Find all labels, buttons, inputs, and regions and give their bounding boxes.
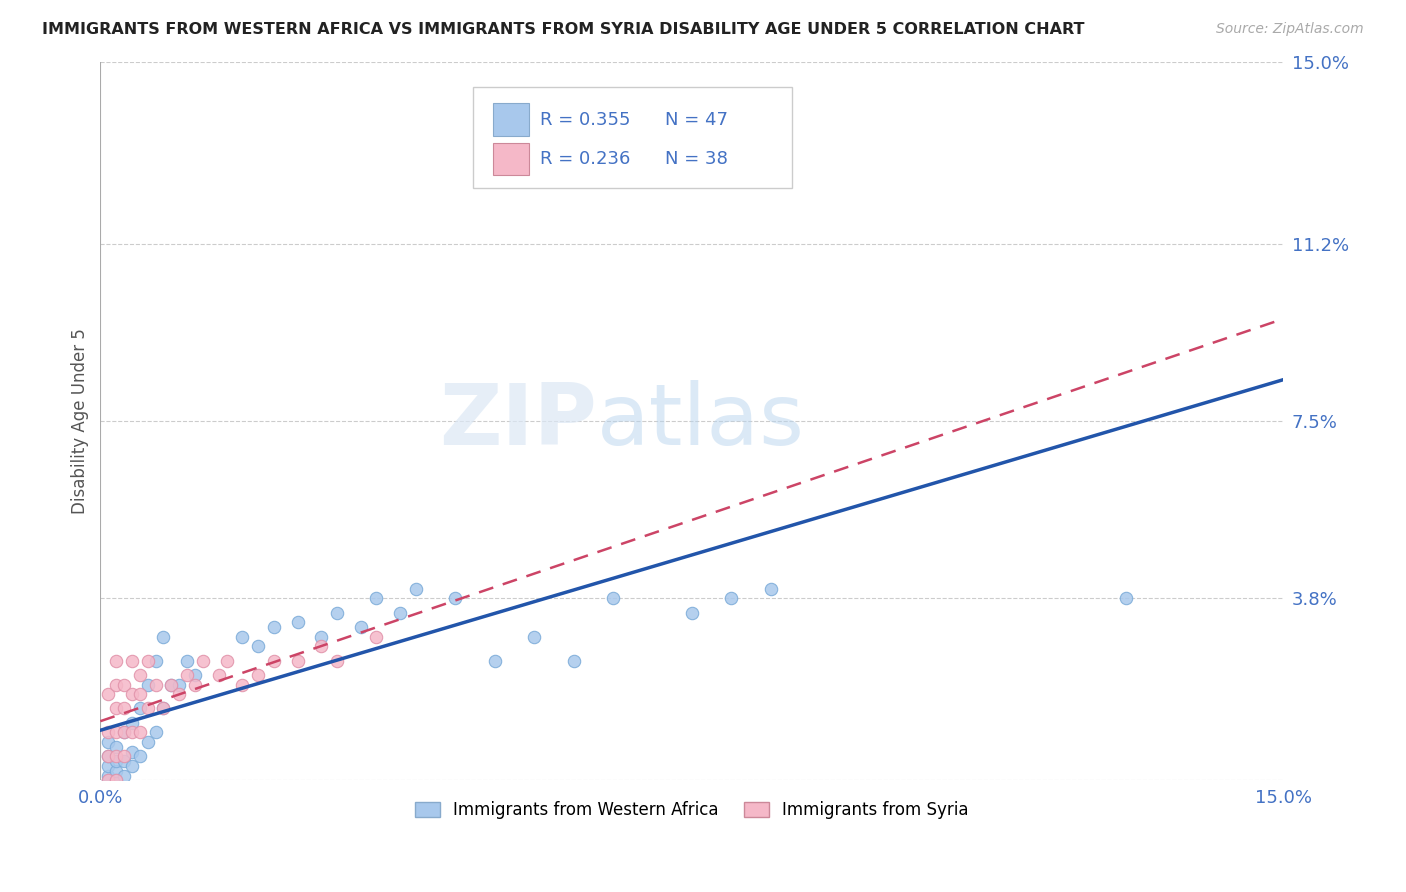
Point [263,654,285,668]
Point [349,620,371,634]
Point [121,687,143,701]
Point [128,687,150,701]
Point [136,654,159,668]
Point [405,582,427,596]
Point [326,606,349,620]
Point [112,677,135,691]
Y-axis label: Disability Age Under 5: Disability Age Under 5 [72,328,89,514]
Point [562,654,585,668]
Point [167,677,190,691]
Point [112,754,135,768]
Point [145,725,167,739]
Point [602,591,624,606]
Point [105,749,128,764]
Point [97,687,120,701]
Point [105,764,128,778]
FancyBboxPatch shape [472,87,793,188]
Point [112,701,135,715]
Text: R = 0.236: R = 0.236 [540,150,631,168]
Text: ZIP: ZIP [440,380,598,463]
Point [152,701,174,715]
Point [128,749,150,764]
Point [184,668,207,682]
Point [215,654,238,668]
Legend: Immigrants from Western Africa, Immigrants from Syria: Immigrants from Western Africa, Immigran… [408,795,976,826]
Text: IMMIGRANTS FROM WESTERN AFRICA VS IMMIGRANTS FROM SYRIA DISABILITY AGE UNDER 5 C: IMMIGRANTS FROM WESTERN AFRICA VS IMMIGR… [42,22,1084,37]
Text: N = 38: N = 38 [665,150,727,168]
Point [1115,591,1137,606]
Point [681,606,703,620]
Point [389,606,412,620]
Point [247,639,270,653]
Point [231,677,253,691]
Point [263,620,285,634]
Point [97,749,120,764]
Point [309,630,332,644]
Point [121,654,143,668]
Point [112,725,135,739]
Point [136,735,159,749]
Text: atlas: atlas [598,380,806,463]
Point [97,735,120,749]
Point [145,677,167,691]
Point [208,668,231,682]
Point [105,773,128,788]
Point [191,654,214,668]
Point [231,630,253,644]
Point [97,749,120,764]
FancyBboxPatch shape [494,143,529,175]
Point [97,768,120,782]
Point [97,773,120,788]
FancyBboxPatch shape [494,103,529,136]
Point [287,654,309,668]
Point [128,701,150,715]
Point [720,591,742,606]
Point [121,759,143,773]
Point [287,615,309,630]
Point [484,654,506,668]
Point [366,630,388,644]
Point [152,701,174,715]
Point [136,701,159,715]
Point [366,591,388,606]
Point [112,725,135,739]
Point [112,768,135,782]
Point [97,773,120,788]
Point [105,654,128,668]
Point [105,701,128,715]
Text: N = 47: N = 47 [665,111,728,128]
Point [105,677,128,691]
Point [759,582,782,596]
Point [97,725,120,739]
Point [121,745,143,759]
Point [523,630,546,644]
Point [160,677,183,691]
Point [309,639,332,653]
Point [160,677,183,691]
Point [97,759,120,773]
Point [105,754,128,768]
Point [152,630,174,644]
Point [105,773,128,788]
Point [121,725,143,739]
Text: Source: ZipAtlas.com: Source: ZipAtlas.com [1216,22,1364,37]
Point [444,591,467,606]
Point [176,654,198,668]
Point [105,725,128,739]
Point [121,715,143,730]
Point [326,654,349,668]
Point [167,687,190,701]
Point [105,739,128,754]
Text: R = 0.355: R = 0.355 [540,111,631,128]
Point [112,749,135,764]
Point [759,151,782,165]
Point [128,668,150,682]
Point [247,668,270,682]
Point [128,725,150,739]
Point [145,654,167,668]
Point [136,677,159,691]
Point [184,677,207,691]
Point [176,668,198,682]
